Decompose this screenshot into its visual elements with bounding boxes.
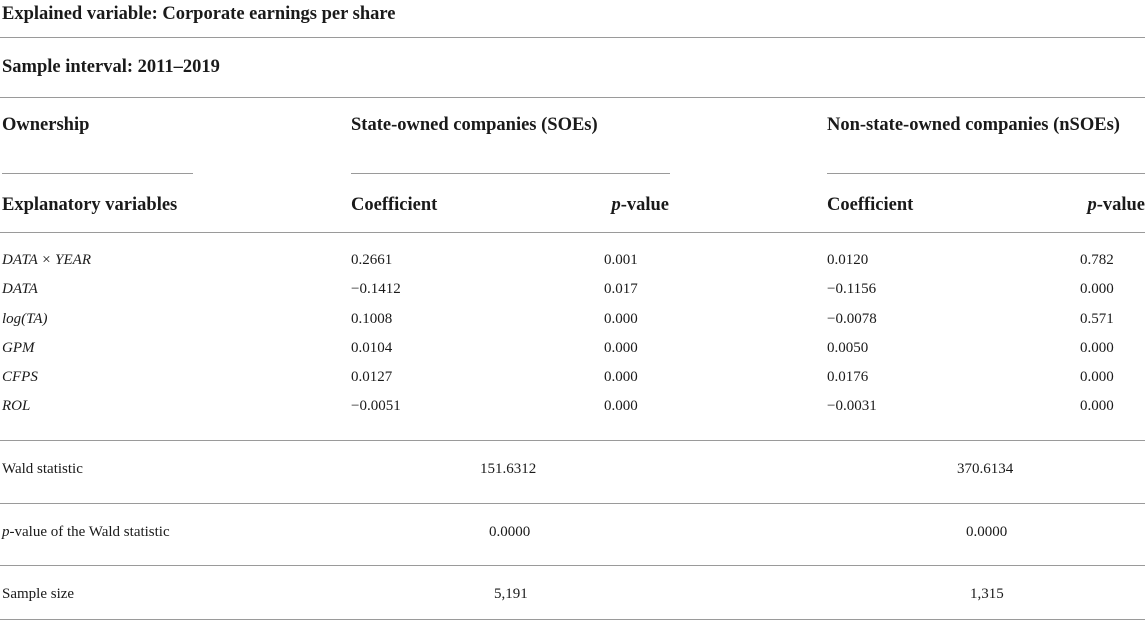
nsoe-coefficient: −0.1156 xyxy=(827,281,877,297)
soe-coefficient-header: Coefficient xyxy=(351,195,438,215)
ownership-underline xyxy=(2,173,193,174)
soe-coefficient: −0.0051 xyxy=(351,398,401,414)
variable-name: CFPS xyxy=(2,369,38,385)
nsoe-pvalue: 0.000 xyxy=(1080,281,1114,297)
soe-group-header: State-owned companies (SOEs) xyxy=(351,115,598,135)
sample-interval-label: Sample interval: 2011–2019 xyxy=(2,57,220,77)
wald-statistic-nsoe: 370.6134 xyxy=(957,461,1014,477)
variable-name: ROL xyxy=(2,398,31,414)
explanatory-variables-header: Explanatory variables xyxy=(2,195,178,215)
nsoe-group-header: Non-state-owned companies (nSOEs) xyxy=(827,115,1120,135)
soe-pvalue: 0.000 xyxy=(604,369,638,385)
soe-pvalue-header: p-value xyxy=(611,195,669,215)
wald-statistic-soe: 151.6312 xyxy=(480,461,537,477)
divider xyxy=(0,619,1145,620)
divider xyxy=(0,440,1145,441)
sample-size-label: Sample size xyxy=(2,586,75,602)
soe-coefficient: 0.0127 xyxy=(351,369,393,385)
soe-pvalue: 0.000 xyxy=(604,340,638,356)
soe-group-underline xyxy=(351,173,670,174)
divider xyxy=(0,565,1145,566)
sample-size-soe: 5,191 xyxy=(494,586,528,602)
divider xyxy=(0,232,1145,233)
wald-pvalue-label: p-value of the Wald statistic xyxy=(2,524,170,540)
nsoe-coefficient: 0.0176 xyxy=(827,369,869,385)
soe-coefficient: 0.0104 xyxy=(351,340,393,356)
soe-pvalue: 0.001 xyxy=(604,252,638,268)
divider xyxy=(0,97,1145,98)
nsoe-coefficient: 0.0050 xyxy=(827,340,869,356)
nsoe-coefficient: 0.0120 xyxy=(827,252,869,268)
nsoe-pvalue-header: p-value xyxy=(1087,195,1145,215)
nsoe-coefficient: −0.0078 xyxy=(827,311,877,327)
soe-coefficient: 0.1008 xyxy=(351,311,393,327)
nsoe-group-underline xyxy=(827,173,1145,174)
soe-coefficient: 0.2661 xyxy=(351,252,393,268)
nsoe-coefficient-header: Coefficient xyxy=(827,195,914,215)
nsoe-pvalue: 0.000 xyxy=(1080,340,1114,356)
soe-pvalue: 0.000 xyxy=(604,311,638,327)
variable-name: GPM xyxy=(2,340,35,356)
soe-pvalue: 0.017 xyxy=(604,281,638,297)
soe-pvalue: 0.000 xyxy=(604,398,638,414)
sample-size-nsoe: 1,315 xyxy=(970,586,1004,602)
nsoe-pvalue: 0.782 xyxy=(1080,252,1114,268)
wald-statistic-label: Wald statistic xyxy=(2,461,83,477)
ownership-header: Ownership xyxy=(2,115,90,135)
nsoe-pvalue: 0.000 xyxy=(1080,398,1114,414)
nsoe-pvalue: 0.571 xyxy=(1080,311,1114,327)
explained-variable-title: Explained variable: Corporate earnings p… xyxy=(2,4,396,24)
variable-name: DATA × YEAR xyxy=(2,252,92,268)
divider xyxy=(0,503,1145,504)
soe-coefficient: −0.1412 xyxy=(351,281,401,297)
wald-pvalue-nsoe: 0.0000 xyxy=(966,524,1008,540)
nsoe-pvalue: 0.000 xyxy=(1080,369,1114,385)
nsoe-coefficient: −0.0031 xyxy=(827,398,877,414)
wald-pvalue-soe: 0.0000 xyxy=(489,524,531,540)
variable-name: log(TA) xyxy=(2,311,48,327)
variable-name: DATA xyxy=(2,281,38,297)
divider xyxy=(0,37,1145,38)
